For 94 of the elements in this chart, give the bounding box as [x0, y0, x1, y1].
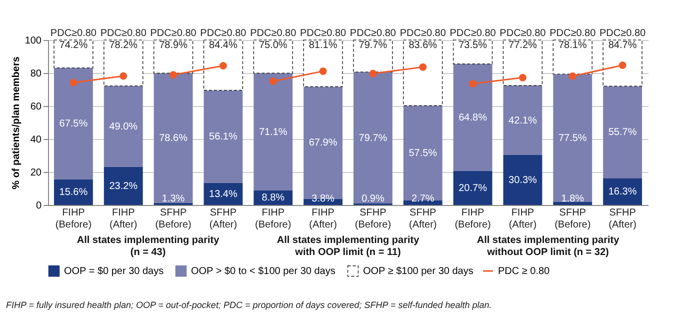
data-label: 77.5%	[558, 133, 587, 144]
point	[568, 72, 576, 80]
x-tick-label: SFHP (Before)	[354, 208, 392, 230]
bar	[503, 86, 542, 156]
x-tick-label: FIHP (Before)	[255, 208, 292, 230]
data-label: 15.6%	[59, 187, 88, 198]
bar	[254, 73, 293, 190]
bar	[453, 170, 492, 205]
data-label: 55.7%	[608, 127, 637, 138]
data-label: 67.5%	[59, 118, 88, 130]
x-tick-label: SFHP (Before)	[554, 208, 591, 230]
bar	[502, 40, 543, 86]
data-label: 1.3%	[162, 193, 185, 204]
data-label: 23.2%	[109, 180, 138, 192]
bar	[453, 64, 492, 171]
bar	[153, 40, 194, 74]
data-label: PDC≥0.80 73.5%	[450, 28, 496, 51]
data-label: 67.9%	[308, 138, 338, 149]
bar	[403, 40, 443, 106]
bar	[253, 40, 293, 74]
data-label: 64.8%	[458, 112, 488, 124]
bar	[353, 40, 393, 72]
data-label: PDC≥0.80 81.1%	[300, 28, 347, 51]
bar	[154, 73, 193, 203]
legend-label: OOP = $0 per 30 days	[64, 266, 164, 278]
y-tick-label: 80	[30, 68, 42, 80]
bar	[503, 155, 542, 205]
point	[618, 62, 626, 69]
bar	[552, 40, 592, 75]
x-tick-label: SFHP (After)	[209, 208, 238, 230]
bar	[602, 40, 642, 87]
bar	[403, 106, 442, 201]
bar	[104, 166, 143, 205]
legend-label: OOP ≥ $100 per 30 days	[363, 266, 474, 278]
bar	[203, 40, 244, 91]
bar	[104, 86, 143, 167]
y-tick-label: 20	[30, 168, 42, 178]
y-tick-label: 60	[30, 102, 42, 112]
point	[70, 78, 78, 86]
x-tick-label: FIHP (After)	[309, 208, 337, 230]
y-axis-title: % of patients/plan members	[10, 56, 22, 190]
data-label: PDC≥0.80 78.9%	[150, 28, 197, 51]
data-label: PDC≥0.80 84.4%	[200, 28, 247, 51]
bar	[603, 86, 642, 178]
bar	[452, 40, 493, 64]
data-label: 20.7%	[458, 182, 488, 194]
x-tick-label: FIHP (Before)	[454, 208, 491, 230]
bar	[553, 74, 592, 202]
x-tick-label: FIHP (After)	[109, 208, 138, 230]
x-tick-label: SFHP (Before)	[155, 208, 192, 230]
bar	[204, 90, 243, 183]
legend-label: PDC ≥ 0.80	[498, 266, 550, 277]
data-label: 56.1%	[209, 132, 238, 143]
y-tick-label: 100	[24, 36, 42, 46]
x-tick-label: SFHP (After)	[608, 208, 636, 230]
text: All states implementing parity without OOP limit (n = 32)	[476, 235, 620, 258]
bar	[353, 72, 392, 204]
data-label: PDC≥0.80 77.2%	[500, 28, 546, 51]
data-label: 79.7%	[358, 132, 388, 144]
data-label: 0.9%	[362, 193, 384, 204]
data-label: 16.3%	[608, 186, 637, 198]
data-label: 8.8%	[262, 192, 285, 204]
data-label: PDC≥0.80 83.6%	[400, 28, 446, 51]
data-label: 1.8%	[561, 193, 584, 204]
data-label: PDC≥0.80 74.2%	[50, 28, 97, 51]
point	[120, 72, 128, 80]
x-tick-label: FIHP (After)	[508, 208, 537, 230]
bar	[553, 202, 592, 205]
data-label: PDC≥0.80 78.2%	[100, 28, 147, 51]
data-label: 71.1%	[258, 126, 288, 138]
data-label: 57.5%	[408, 148, 438, 160]
x-tick-label: SFHP (After)	[408, 208, 437, 230]
y-tick-label: 40	[30, 134, 42, 146]
text: FIHP = fully insured health plan; OOP = out-of-pocket; PDC = proportion of days covered; SFHP = self-funded health plan.	[6, 300, 492, 310]
bar	[104, 40, 144, 86]
bar	[54, 68, 93, 180]
text: All states implementing parity (n = 43)	[76, 235, 220, 258]
data-label: 42.1%	[508, 115, 537, 126]
data-label: PDC≥0.80 84.7%	[600, 28, 646, 51]
data-label: 49.0%	[109, 121, 138, 132]
bar	[303, 40, 343, 88]
text: All states implementing parity with OOP limit (n = 11)	[276, 235, 420, 258]
data-label: PDC≥0.80 75.0%	[250, 28, 297, 51]
data-label: PDC≥0.80 79.7%	[350, 28, 396, 51]
bar	[54, 40, 94, 68]
data-label: 3.8%	[312, 193, 335, 204]
y-tick-label: 0	[36, 200, 42, 212]
legend-label: OOP > $0 to < $100 per 30 days	[191, 266, 336, 278]
data-label: 13.4%	[209, 188, 238, 200]
x-tick-label: FIHP (Before)	[55, 208, 92, 230]
data-label: 78.6%	[159, 133, 188, 144]
data-label: 30.3%	[508, 175, 537, 186]
data-label: PDC≥0.80 78.1%	[550, 28, 596, 51]
bar	[603, 178, 642, 205]
